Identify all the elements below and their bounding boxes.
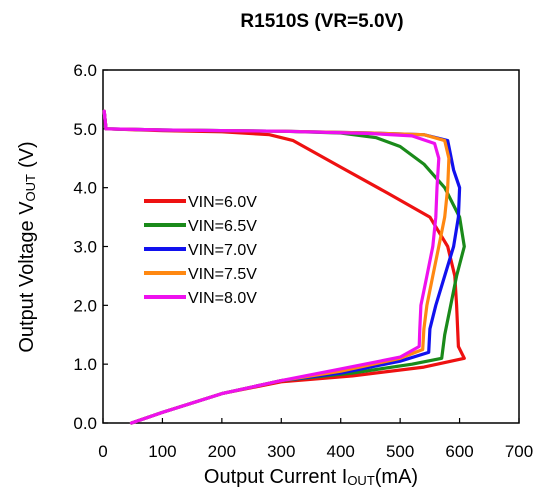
x-axis-label-main: Output Current I [204,466,347,488]
x-tick-label: 600 [445,442,473,461]
x-tick-label: 300 [267,442,295,461]
y-axis-label-unit: (V) [16,141,38,168]
legend-label: VIN=7.0V [188,242,257,259]
x-tick-label: 200 [208,442,236,461]
series-line-5 [102,109,441,425]
x-tick-label: 100 [148,442,176,461]
axis-ticks: 0 100 200 300 400 500 600 700 0.0 1.0 2.0 3.0 4.0 5.0… [73,61,533,461]
plot-area [102,69,520,424]
y-tick-label: 1.0 [73,355,97,374]
x-axis-label-unit: (mA) [375,466,418,488]
y-tick-label: 6.0 [73,61,97,80]
legend-label: VIN=7.5V [188,266,257,283]
y-axis-label-main: Output Voltage V [16,201,38,353]
legend-label: VIN=6.5V [188,218,257,235]
y-axis-label-sub: OUT [23,174,38,202]
y-axis-label: Output Voltage VOUT (V) [16,141,38,352]
x-axis-label-sub: OUT [347,473,375,488]
y-tick-label: 4.0 [73,179,97,198]
x-axis-label: Output Current IOUT(mA) [204,466,418,488]
y-tick-label: 0.0 [73,414,97,433]
y-tick-label: 3.0 [73,238,97,257]
chart-title: R1510S (VR=5.0V) [240,11,403,32]
x-tick-label: 500 [386,442,414,461]
x-tick-label: 400 [327,442,355,461]
x-tick-label: 700 [505,442,533,461]
legend-label: VIN=8.0V [188,290,257,307]
legend-label: VIN=6.0V [188,194,257,211]
series-lines [102,109,466,425]
y-tick-label: 5.0 [73,120,97,139]
y-tick-label: 2.0 [73,296,97,315]
legend: VIN=6.0V VIN=6.5V VIN=7.0V VIN=7.5V VIN=8.0V [144,194,257,307]
x-tick-label: 0 [98,442,107,461]
